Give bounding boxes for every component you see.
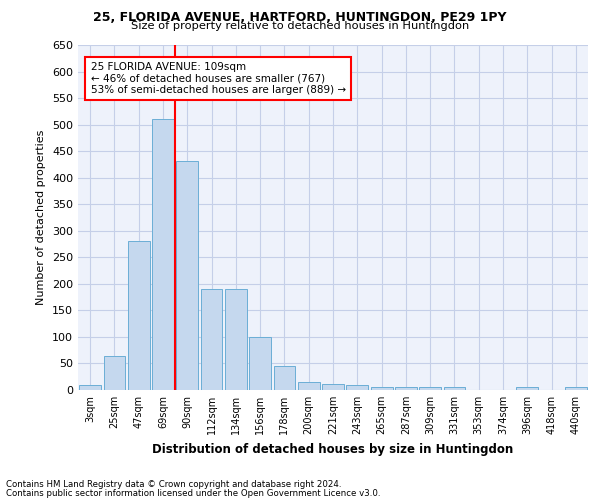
Bar <box>322 384 344 390</box>
Bar <box>298 382 320 390</box>
Text: 25 FLORIDA AVENUE: 109sqm
← 46% of detached houses are smaller (767)
53% of semi: 25 FLORIDA AVENUE: 109sqm ← 46% of detac… <box>91 62 346 95</box>
Bar <box>249 337 271 390</box>
Bar <box>517 388 538 390</box>
Bar <box>176 160 198 390</box>
Y-axis label: Number of detached properties: Number of detached properties <box>37 130 46 305</box>
X-axis label: Distribution of detached houses by size in Huntingdon: Distribution of detached houses by size … <box>152 442 514 456</box>
Bar <box>225 289 247 390</box>
Text: Contains HM Land Registry data © Crown copyright and database right 2024.: Contains HM Land Registry data © Crown c… <box>6 480 341 489</box>
Text: 25, FLORIDA AVENUE, HARTFORD, HUNTINGDON, PE29 1PY: 25, FLORIDA AVENUE, HARTFORD, HUNTINGDON… <box>93 11 507 24</box>
Bar <box>443 388 466 390</box>
Bar <box>200 289 223 390</box>
Bar <box>104 356 125 390</box>
Bar <box>419 388 441 390</box>
Text: Size of property relative to detached houses in Huntingdon: Size of property relative to detached ho… <box>131 21 469 31</box>
Text: Contains public sector information licensed under the Open Government Licence v3: Contains public sector information licen… <box>6 488 380 498</box>
Bar <box>152 120 174 390</box>
Bar <box>371 388 392 390</box>
Bar <box>346 385 368 390</box>
Bar <box>128 242 149 390</box>
Bar <box>274 366 295 390</box>
Bar <box>565 388 587 390</box>
Bar <box>79 384 101 390</box>
Bar <box>395 388 417 390</box>
